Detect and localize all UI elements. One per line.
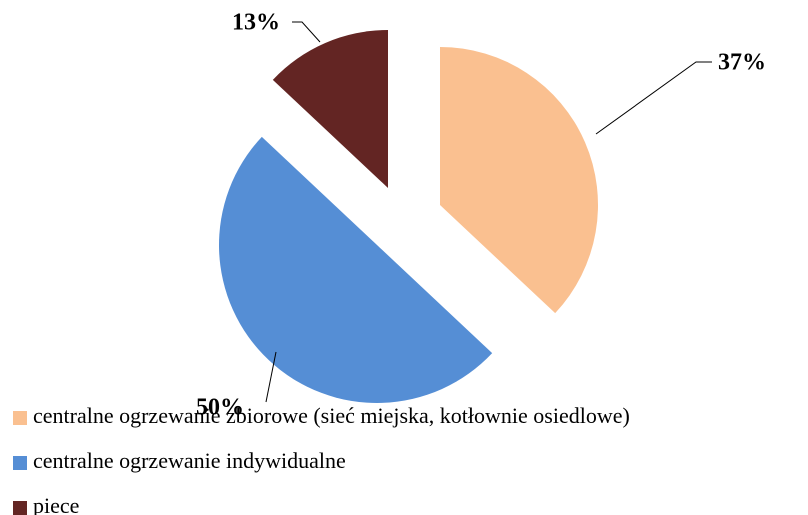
legend-label: centralne ogrzewanie zbiorowe (sieć miej… <box>33 403 630 428</box>
legend-label: piece <box>33 493 79 515</box>
leader-line <box>292 21 321 43</box>
data-label: 13% <box>232 10 280 36</box>
leader-line <box>265 351 277 403</box>
legend-swatch <box>13 456 27 470</box>
legend-swatch <box>13 411 27 425</box>
pie-slice <box>440 47 598 314</box>
data-label: 37% <box>718 50 766 76</box>
legend-swatch <box>13 501 27 515</box>
leader-line <box>595 61 712 135</box>
pie-slice <box>219 136 493 403</box>
pie-slice <box>272 30 388 188</box>
legend-label: centralne ogrzewanie indywidualne <box>33 448 346 473</box>
data-label: 50% <box>196 395 244 421</box>
